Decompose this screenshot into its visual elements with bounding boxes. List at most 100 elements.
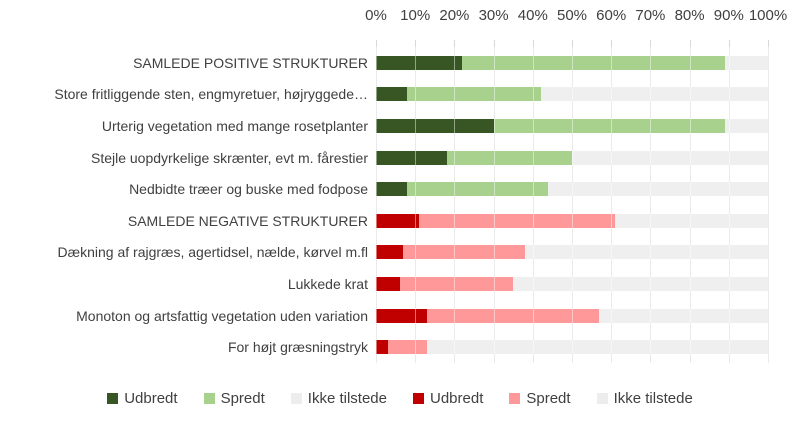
bar-segment-spredt <box>462 55 725 70</box>
legend-label: Spredt <box>526 389 571 407</box>
bar-segment-udbredt <box>376 55 463 70</box>
category-label: Store fritliggende sten, engmyretuer, hø… <box>54 86 368 103</box>
x-axis-tick-label: 30% <box>478 7 509 24</box>
x-axis-tick-label: 100% <box>748 7 788 24</box>
bar-segment-spredt <box>387 340 427 355</box>
legend-label: Udbredt <box>124 389 178 407</box>
legend-item: Ikke tilstede <box>596 389 693 407</box>
table-row <box>376 268 768 300</box>
bar-segment-udbredt <box>376 150 447 165</box>
gridline <box>376 47 377 363</box>
bar-segment-udbredt <box>376 308 427 323</box>
gridline <box>532 47 534 363</box>
bar-segment-ikke-tilstede <box>599 308 768 323</box>
x-axis-tick-label: 90% <box>713 7 744 24</box>
x-axis-tick-label: 50% <box>556 7 588 24</box>
bar-segment-ikke-tilstede <box>724 118 768 133</box>
stacked-bar <box>376 245 768 260</box>
table-row <box>376 142 768 174</box>
legend-swatch-icon <box>413 392 424 404</box>
category-labels: SAMLEDE POSITIVE STRUKTURER Store fritlig… <box>0 47 368 363</box>
axis-tick-mark <box>454 40 456 47</box>
axis-tick-mark <box>572 40 573 47</box>
x-axis-top: 0% 10% 20% 30% 40% 50% 60% 70% 80% 90% 100% <box>0 0 800 30</box>
axis-tick-mark <box>728 40 730 47</box>
gridline <box>572 47 573 363</box>
table-row <box>376 47 768 79</box>
legend-swatch-icon <box>596 392 608 404</box>
x-axis-tick-label: 70% <box>635 7 666 24</box>
gridline <box>493 47 495 363</box>
category-label: Stejle uopdyrkelige skrænter, evt m. får… <box>90 149 368 166</box>
stacked-bar <box>376 118 768 133</box>
bar-segment-spredt <box>407 182 549 197</box>
table-row <box>376 205 768 237</box>
x-axis-tick-label: 10% <box>400 7 431 24</box>
stacked-bar <box>376 308 768 323</box>
bar-segment-spredt <box>407 87 541 102</box>
x-axis-tick-label: 0% <box>365 7 387 24</box>
legend-item: Udbredt <box>107 389 178 407</box>
x-axis-tick-label: 60% <box>596 7 627 24</box>
legend-item: Udbredt <box>413 390 483 407</box>
gridline <box>454 47 456 363</box>
table-row <box>376 110 768 142</box>
category-label: Dækning af rajgræs, agertidsel, nælde, k… <box>57 244 368 261</box>
bar-segment-ikke-tilstede <box>513 276 768 291</box>
bar-segment-spredt <box>403 245 525 260</box>
gridline <box>728 47 730 363</box>
bar-segment-spredt <box>426 308 600 323</box>
bar-segment-udbredt <box>376 87 408 102</box>
bar-segment-udbredt <box>376 182 408 197</box>
gridline <box>689 47 691 363</box>
bar-segment-ikke-tilstede <box>524 245 768 260</box>
x-axis-tick-label: 20% <box>439 7 470 24</box>
table-row <box>376 79 768 111</box>
axis-tick-mark <box>376 40 377 47</box>
bar-segment-ikke-tilstede <box>548 182 768 197</box>
bar-segment-ikke-tilstede <box>540 87 768 102</box>
legend-label: Ikke tilstede <box>307 389 387 407</box>
table-row <box>376 300 768 332</box>
bar-segment-spredt <box>493 118 725 133</box>
bar-segment-ikke-tilstede <box>724 55 768 70</box>
bar-segment-ikke-tilstede <box>571 150 768 165</box>
legend-item: Ikke tilstede <box>290 389 387 407</box>
stacked-bar <box>376 87 768 102</box>
table-row <box>376 173 768 205</box>
bar-segment-udbredt <box>376 118 494 133</box>
stacked-bar <box>376 340 768 355</box>
plot-area <box>376 47 768 363</box>
stacked-bar <box>376 182 768 197</box>
category-label: Lukkede krat <box>287 275 368 292</box>
bar-segment-ikke-tilstede <box>615 213 768 228</box>
category-label: Nedbidte træer og buske med fodpose <box>129 181 368 198</box>
bar-segment-udbredt <box>376 340 388 355</box>
bar-segment-udbredt <box>376 276 400 291</box>
stacked-bar <box>376 150 768 165</box>
axis-tick-mark <box>532 40 534 47</box>
gridline <box>611 47 613 363</box>
axis-tick-mark <box>415 40 417 47</box>
legend-swatch-icon <box>107 392 119 404</box>
stacked-bar <box>376 213 768 228</box>
axis-tick-mark <box>611 40 613 47</box>
axis-tick-mark <box>689 40 691 47</box>
legend-label: Spredt <box>220 389 265 407</box>
stacked-bar <box>376 276 768 291</box>
legend-swatch-icon <box>290 392 302 404</box>
bar-segment-spredt <box>399 276 514 291</box>
category-label: Urterig vegetation med mange rosetplante… <box>101 117 368 134</box>
gridline <box>650 47 652 363</box>
legend-label: Udbredt <box>430 389 484 407</box>
category-label: SAMLEDE POSITIVE STRUKTURER <box>133 54 368 71</box>
axis-tick-mark <box>493 40 495 47</box>
bar-segment-udbredt <box>376 245 404 260</box>
gridline <box>415 47 417 363</box>
table-row <box>376 331 768 363</box>
stacked-bar <box>376 55 768 70</box>
legend-item: Spredt <box>509 389 571 407</box>
category-label: SAMLEDE NEGATIVE STRUKTURER <box>127 212 368 229</box>
legend-label: Ikke tilstede <box>613 389 693 407</box>
axis-tick-mark <box>650 40 652 47</box>
